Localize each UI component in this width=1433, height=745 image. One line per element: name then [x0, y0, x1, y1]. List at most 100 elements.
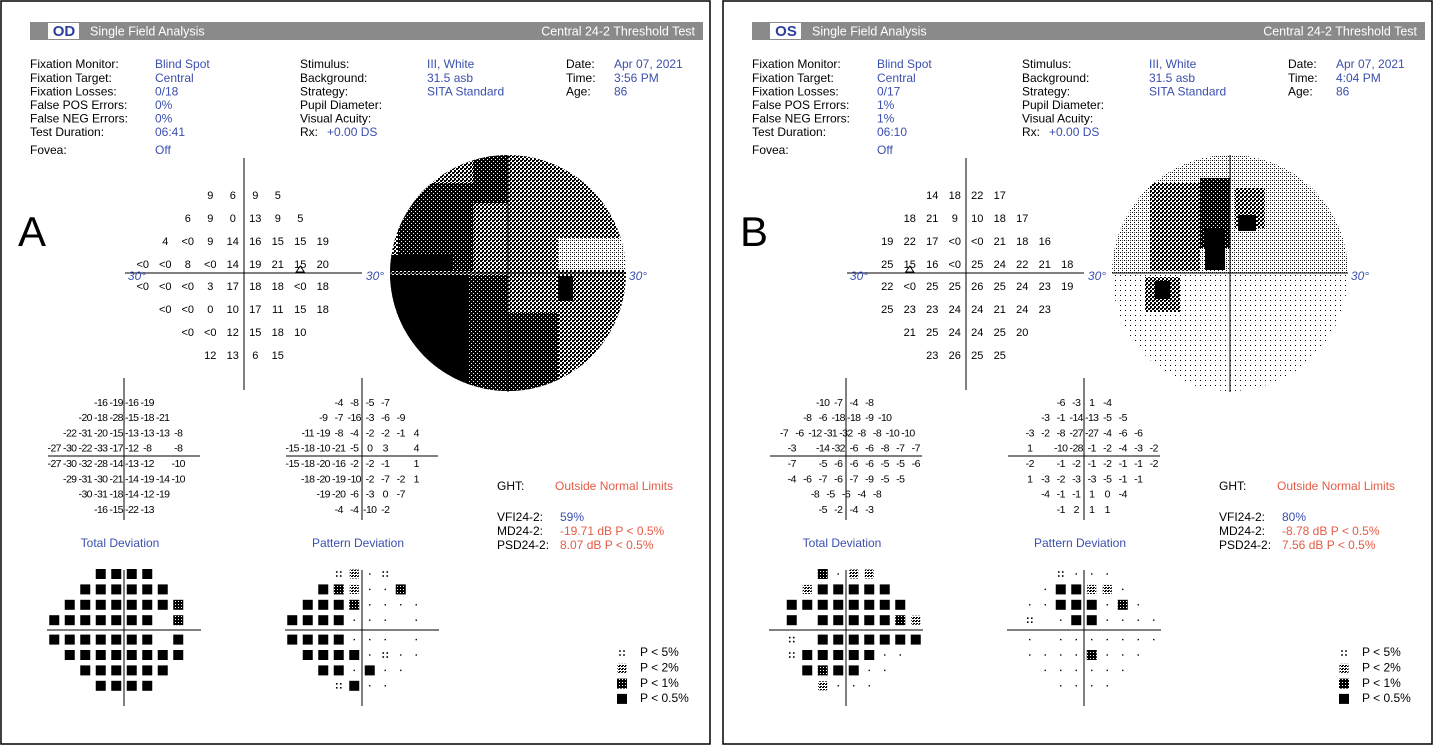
deviation-value: -14	[1070, 412, 1084, 424]
gray-region	[558, 238, 626, 270]
threshold-value: 25	[881, 259, 893, 271]
index-value: -8.78 dB P < 0.5%	[1282, 524, 1380, 538]
threshold-value: <0	[159, 304, 172, 316]
deviation-value: -15	[286, 443, 300, 455]
symbol-normal	[1060, 654, 1062, 656]
threshold-value: 25	[949, 281, 961, 293]
threshold-value: 24	[971, 304, 983, 316]
symbol-normal	[1106, 685, 1108, 687]
legend-label: P < 5%	[1362, 645, 1401, 659]
symbol-p05	[318, 665, 329, 676]
deviation-value: -5	[350, 443, 359, 455]
threshold-value: 23	[1039, 281, 1051, 293]
deviation-value: -27	[48, 458, 62, 470]
deviation-value: -16	[332, 458, 346, 470]
symbol-normal	[384, 619, 386, 621]
symbol-p05	[364, 665, 375, 676]
deviation-value: -10	[886, 427, 900, 439]
symbol-normal	[369, 685, 371, 687]
threshold-value: 18	[1016, 236, 1028, 248]
symbol-p05	[802, 599, 813, 610]
deviation-value: -8	[881, 443, 890, 455]
threshold-value: 21	[1039, 259, 1051, 271]
deviation-value: -8	[811, 489, 820, 501]
symbol-normal	[1029, 654, 1031, 656]
deviation-value: -10	[317, 443, 331, 455]
symbol-p5	[1030, 617, 1033, 619]
index-label: MD24-2:	[497, 524, 543, 538]
plot-title: Total Deviation	[803, 536, 882, 550]
symbol-normal	[884, 654, 886, 656]
deviation-value: -6	[850, 443, 859, 455]
deviation-value: -13	[141, 504, 155, 516]
gray-region	[390, 255, 453, 271]
symbol-p05	[817, 634, 828, 645]
deviation-value: -7	[896, 443, 905, 455]
symbol-p05	[318, 584, 329, 595]
deviation-value: 0	[383, 489, 389, 501]
symbol-normal	[1122, 669, 1124, 672]
symbol-p05	[95, 584, 106, 595]
symbol-p5	[792, 640, 795, 643]
deviation-value: -10	[172, 473, 186, 485]
symbol-p5	[335, 687, 338, 689]
symbol-p5	[382, 571, 385, 573]
threshold-value: 21	[272, 259, 284, 271]
symbol-normal	[353, 638, 355, 641]
info-label: Fixation Losses:	[30, 84, 117, 98]
symbol-p05	[802, 665, 813, 676]
deviation-value: -13	[141, 427, 155, 439]
symbol-normal	[884, 669, 886, 672]
symbol-p5	[335, 571, 338, 573]
symbol-p1	[349, 599, 360, 610]
symbol-p5	[623, 654, 625, 656]
deviation-value: -31	[94, 489, 108, 501]
threshold-value: 14	[926, 190, 938, 202]
symbol-p05	[142, 634, 153, 645]
symbol-p05	[173, 650, 184, 660]
symbol-p05	[833, 584, 844, 595]
info-label: Fixation Target:	[752, 71, 834, 85]
legend-label: P < 0.5%	[1362, 691, 1411, 705]
deviation-value: -1	[1057, 412, 1066, 424]
symbol-p1	[617, 678, 627, 689]
deviation-value: -14	[156, 473, 170, 485]
deviation-value: -15	[110, 427, 124, 439]
symbol-p05	[80, 634, 91, 645]
deviation-value: -9	[865, 412, 874, 424]
threshold-value: 24	[971, 327, 983, 339]
deviation-value: -28	[1070, 443, 1084, 455]
deviation-value: 4	[414, 443, 420, 455]
symbol-p05	[95, 665, 106, 676]
threshold-value: 18	[317, 304, 329, 316]
symbol-normal	[1091, 685, 1093, 687]
deviation-value: -14	[125, 473, 139, 485]
symbol-normal	[384, 685, 386, 687]
threshold-value: <0	[294, 281, 307, 293]
panel-border	[0, 0, 711, 745]
deviation-value: -5	[366, 397, 375, 409]
threshold-value: 19	[881, 236, 893, 248]
threshold-value: 25	[994, 327, 1006, 339]
deviation-value: -6	[381, 412, 390, 424]
symbol-p05	[817, 615, 828, 626]
deviation-value: 1	[414, 473, 420, 485]
deviation-value: -2	[350, 458, 359, 470]
index-value: Outside Normal Limits	[555, 479, 673, 493]
info-label: Time:	[1288, 71, 1318, 85]
symbol-p5	[788, 636, 791, 639]
symbol-p05	[173, 634, 184, 645]
deviation-value: -2	[1150, 458, 1159, 470]
deviation-value: -10	[878, 412, 892, 424]
info-label: Stimulus:	[1022, 57, 1071, 71]
threshold-value: <0	[136, 259, 149, 271]
deviation-value: -4	[1103, 397, 1112, 409]
symbol-p05	[126, 634, 137, 645]
symbol-normal	[1060, 638, 1062, 641]
threshold-value: 15	[904, 259, 916, 271]
threshold-value: 17	[1016, 213, 1028, 225]
symbol-p05	[302, 599, 313, 610]
threshold-value: 15	[249, 327, 261, 339]
info-label: Visual Acuity:	[1022, 112, 1093, 126]
deviation-value: -16	[94, 504, 108, 516]
